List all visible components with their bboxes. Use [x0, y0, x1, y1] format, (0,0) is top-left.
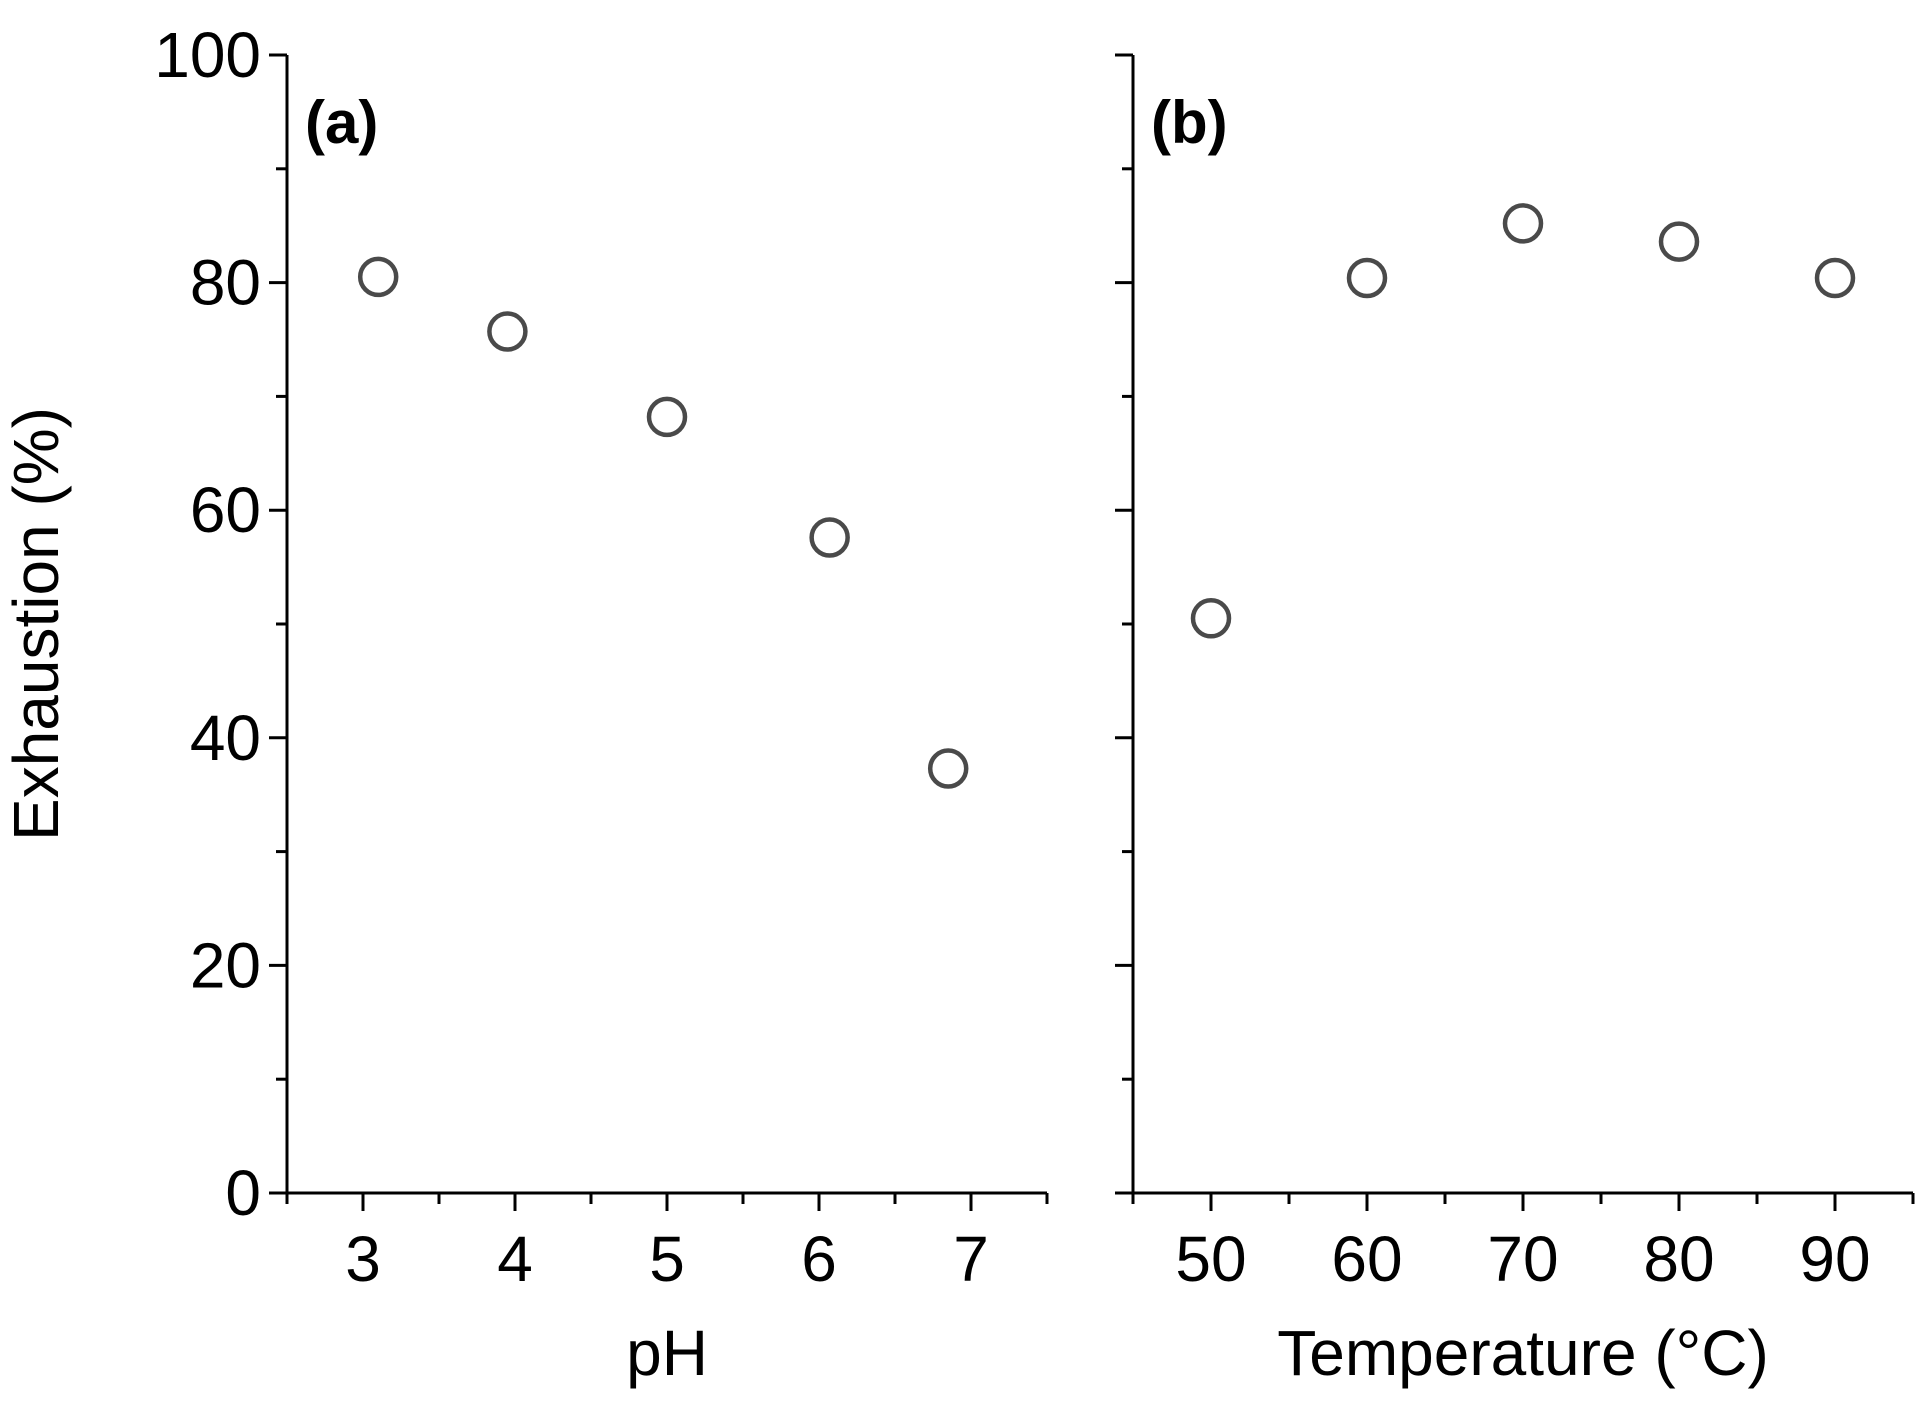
- x-tick-label: 3: [345, 1223, 381, 1295]
- y-tick-label: 60: [190, 474, 261, 546]
- data-point: [809, 517, 850, 558]
- data-point: [1658, 221, 1700, 262]
- panel-label: (b): [1151, 89, 1228, 156]
- x-tick-label: 80: [1643, 1223, 1714, 1295]
- y-tick-label: 40: [190, 702, 261, 774]
- x-tick-label: 50: [1175, 1223, 1246, 1295]
- y-axis-title: Exhaustion (%): [0, 407, 72, 841]
- y-tick-label: 20: [190, 929, 261, 1001]
- x-tick-label: 70: [1487, 1223, 1558, 1295]
- data-point: [1502, 203, 1544, 244]
- x-tick-label: 5: [649, 1223, 685, 1295]
- x-axis-title: Temperature (°C): [1277, 1317, 1769, 1389]
- y-tick-label: 0: [225, 1157, 261, 1229]
- data-point: [1190, 598, 1232, 639]
- panel-b: 50 60 70 80 90 Temperature (°C) (b): [1115, 53, 1915, 1389]
- x-axis-title: pH: [626, 1317, 708, 1389]
- data-point: [646, 396, 688, 438]
- x-tick-label: 4: [497, 1223, 533, 1295]
- x-tick-label: 90: [1799, 1223, 1870, 1295]
- data-point: [357, 256, 399, 298]
- data-point: [927, 748, 969, 789]
- x-tick-label: 60: [1331, 1223, 1402, 1295]
- data-point: [1346, 257, 1388, 299]
- data-point: [487, 311, 528, 352]
- x-tick-label: 7: [953, 1223, 989, 1295]
- data-point: [1814, 257, 1856, 299]
- x-tick-label: 6: [801, 1223, 837, 1295]
- y-tick-label: 100: [154, 19, 261, 91]
- y-tick-label: 80: [190, 247, 261, 319]
- panel-a: 0 20 40 60 80 100 3 4 5 6 7 pH Exhaustion (%) (a): [0, 19, 1049, 1389]
- panel-label: (a): [305, 89, 378, 156]
